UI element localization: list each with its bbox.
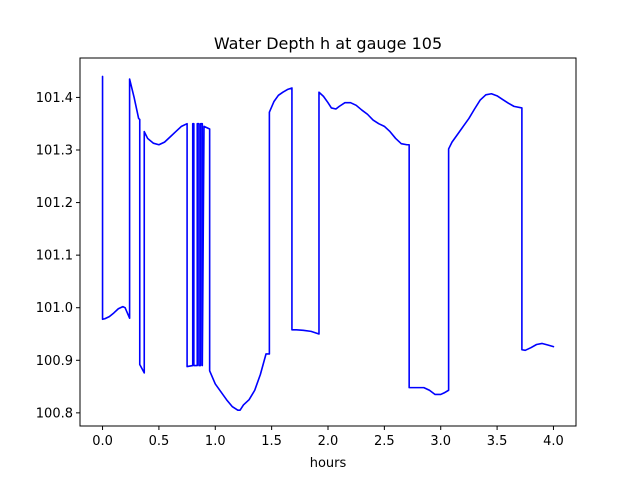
x-tick-label-3: 1.5: [261, 434, 282, 449]
x-tick-label-6: 3.0: [430, 434, 451, 449]
y-tick-label-3: 101.1: [36, 249, 73, 264]
x-tick-label-1: 0.5: [149, 434, 170, 449]
y-tick-label-2: 101.0: [36, 301, 73, 316]
plot-area: 0.0 0.5 1.0 1.5 2.0 2.5 3.0 3.5 4.0 100.8 100.9 101…: [36, 57, 577, 449]
y-tick-label-6: 101.4: [36, 91, 73, 106]
series-line-0: [101, 75, 555, 412]
chart-title: Water Depth h at gauge 105: [214, 34, 442, 53]
y-tick-label-1: 100.9: [36, 354, 73, 369]
x-tick-label-5: 2.5: [374, 434, 395, 449]
x-axis-label: hours: [310, 456, 347, 471]
y-tick-label-4: 101.2: [36, 196, 73, 211]
x-tick-label-8: 4.0: [543, 434, 564, 449]
x-tick-label-0: 0.0: [92, 434, 113, 449]
y-tick-label-5: 101.3: [36, 144, 73, 159]
x-tick-label-7: 3.5: [487, 434, 508, 449]
y-tick-label-0: 100.8: [36, 406, 73, 421]
x-tick-label-4: 2.0: [318, 434, 339, 449]
x-tick-label-2: 1.0: [205, 434, 226, 449]
